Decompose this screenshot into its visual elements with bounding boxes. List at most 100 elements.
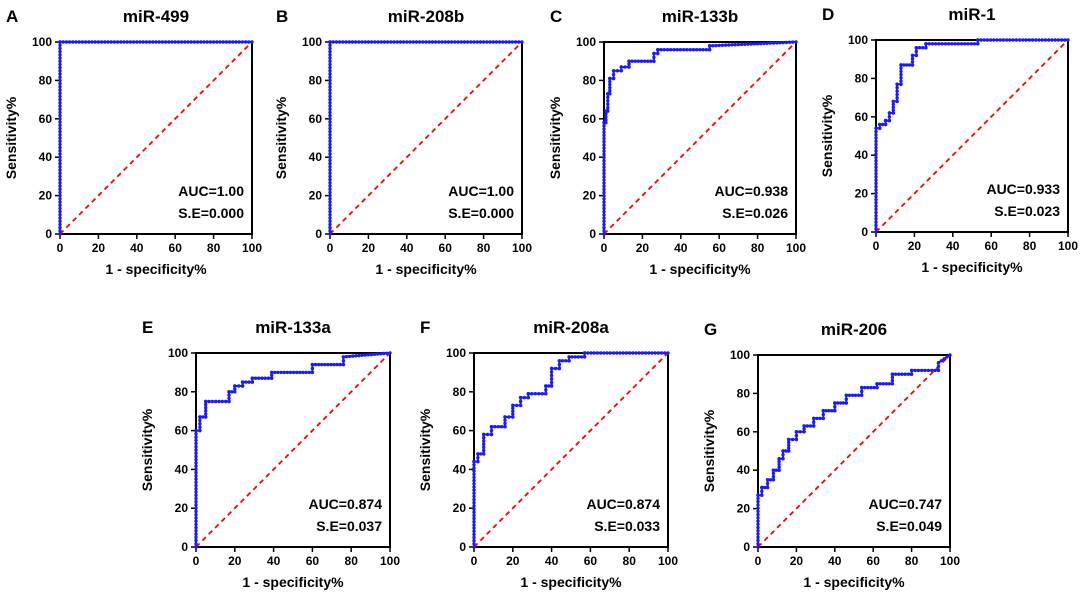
roc-point: [58, 222, 62, 227]
roc-point: [874, 220, 878, 224]
roc-point: [328, 113, 332, 118]
roc-point: [833, 405, 837, 409]
y-tick-label: 100: [32, 35, 52, 49]
roc-point: [291, 370, 296, 375]
se-label: S.E=0.037: [316, 518, 382, 534]
roc-point: [1037, 38, 1041, 42]
roc-point: [602, 124, 606, 128]
roc-point: [58, 59, 62, 63]
x-tick-label: 0: [873, 239, 880, 253]
roc-point: [784, 449, 788, 453]
roc-point: [573, 355, 577, 359]
y-tick-label: 100: [302, 35, 322, 49]
roc-point: [369, 40, 374, 44]
roc-point: [812, 420, 816, 424]
roc-point: [878, 122, 882, 127]
roc-point: [328, 101, 332, 105]
panel-letter: E: [142, 318, 153, 337]
roc-point: [510, 40, 515, 44]
roc-point: [482, 445, 486, 450]
roc-point: [328, 193, 332, 198]
roc-point: [503, 415, 507, 419]
roc-point: [939, 359, 944, 363]
roc-point: [1053, 38, 1057, 42]
roc-point: [433, 40, 438, 44]
roc-point: [58, 229, 62, 233]
roc-point: [874, 188, 878, 192]
roc-point: [58, 168, 62, 172]
y-tick-label: 40: [39, 150, 53, 164]
roc-point: [167, 40, 171, 44]
roc-point: [227, 393, 231, 397]
roc-point: [198, 428, 202, 433]
roc-point: [472, 504, 476, 508]
roc-point: [520, 40, 524, 44]
roc-point: [869, 385, 873, 390]
x-tick-label: 80: [905, 554, 919, 568]
roc-point: [794, 433, 799, 438]
roc-point: [260, 376, 264, 380]
roc-point: [890, 372, 895, 376]
roc-point: [653, 351, 657, 355]
roc-point: [606, 99, 610, 103]
roc-point: [328, 190, 332, 195]
roc-point: [58, 145, 62, 150]
y-tick-label: 0: [589, 227, 596, 241]
roc-point: [526, 395, 530, 400]
x-tick-label: 20: [506, 554, 520, 568]
roc-point: [337, 40, 342, 44]
roc-point: [270, 376, 274, 380]
roc-point: [489, 425, 494, 429]
roc-point: [482, 442, 486, 446]
roc-point: [890, 382, 895, 386]
y-tick-label: 60: [175, 424, 189, 438]
roc-point: [874, 178, 878, 182]
roc-point: [602, 133, 606, 138]
roc-point: [639, 59, 644, 63]
roc-point: [1056, 38, 1061, 42]
y-tick-label: 60: [309, 112, 323, 126]
roc-point: [652, 55, 656, 60]
roc-point: [549, 370, 554, 374]
roc-point: [794, 430, 799, 434]
x-tick-label: 20: [362, 241, 376, 255]
roc-point: [972, 42, 977, 46]
roc-point: [874, 184, 878, 189]
roc-point: [328, 65, 332, 70]
roc-point: [652, 59, 656, 63]
roc-point: [58, 225, 62, 230]
y-axis-label: Sensitivity%: [819, 94, 835, 177]
roc-point: [138, 40, 142, 44]
y-tick-label: 0: [861, 225, 868, 239]
roc-point: [58, 200, 62, 204]
roc-point: [602, 351, 606, 355]
roc-point: [602, 159, 606, 163]
roc-point: [526, 392, 530, 396]
roc-point: [58, 72, 62, 76]
roc-point: [895, 96, 899, 100]
roc-point: [375, 352, 380, 356]
x-tick-label: 60: [713, 241, 727, 255]
roc-point: [58, 206, 62, 211]
roc-point: [643, 351, 648, 355]
roc-point: [194, 480, 198, 484]
roc-point: [250, 376, 254, 380]
roc-point: [874, 126, 878, 130]
roc-point: [890, 378, 895, 383]
roc-point: [122, 40, 126, 44]
roc-point: [602, 184, 606, 188]
roc-point: [893, 372, 898, 376]
roc-point: [344, 354, 349, 359]
roc-point: [863, 385, 867, 390]
roc-point: [602, 203, 606, 208]
roc-point: [154, 40, 158, 44]
panel-letter: B: [276, 7, 288, 26]
x-axis-label: 1 - specificity%: [105, 261, 207, 277]
roc-point: [472, 507, 476, 511]
roc-point: [328, 209, 332, 214]
roc-point: [472, 516, 476, 521]
roc-point: [841, 401, 846, 405]
x-tick-label: 40: [545, 554, 559, 568]
roc-point: [328, 49, 332, 54]
